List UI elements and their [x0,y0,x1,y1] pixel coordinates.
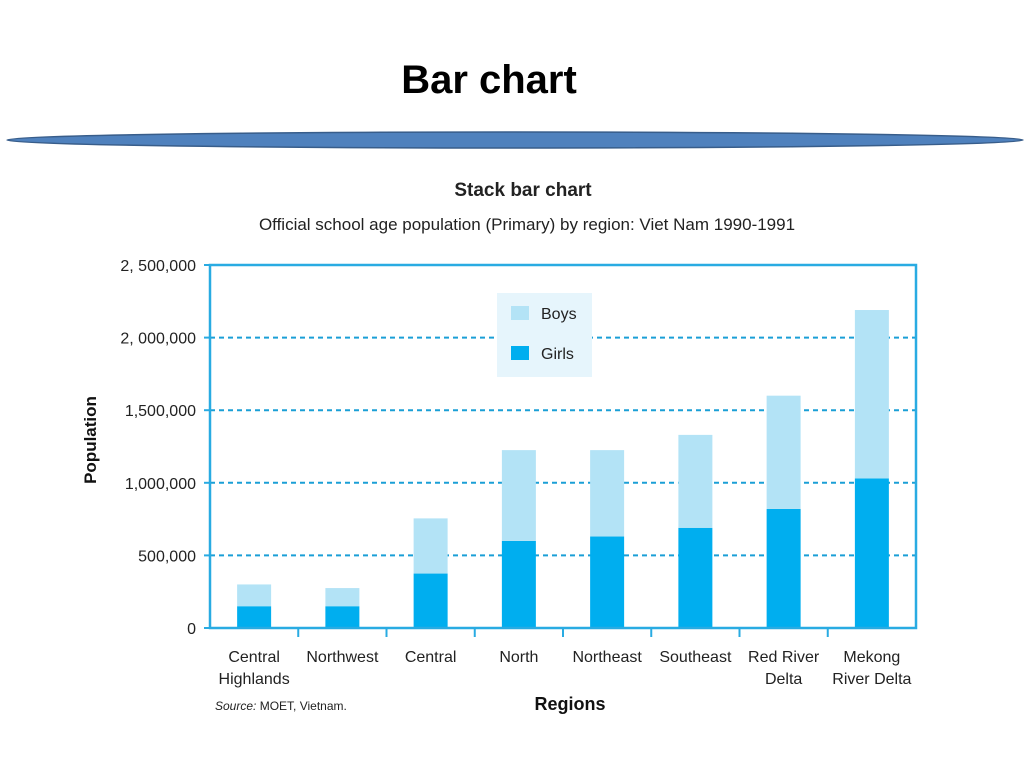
y-tick-label: 500,000 [138,548,196,565]
y-tick-label: 0 [187,621,196,638]
chart-svg: Stack bar chart Official school age popu… [81,180,918,714]
bar-girls-6 [766,508,801,628]
legend-swatch-boys [511,306,529,320]
x-tick-label: Southeast [659,649,732,666]
bar-boys-5 [678,434,713,528]
x-tick-label: Mekong [843,649,900,666]
bar-girls-4 [590,536,625,628]
legend-swatch-girls [511,346,529,360]
bar-girls-0 [237,606,272,628]
bar-boys-4 [590,450,625,537]
x-tick-label: Delta [765,671,802,688]
x-tick-label: River Delta [832,671,911,688]
axes [204,263,918,637]
x-tick-labels: Central Highlands Northwest Central North Nor… [219,649,912,688]
x-tick-label: Red River [748,649,820,666]
bar-boys-7 [854,310,889,479]
source-note: Source: MOET, Vietnam. [215,699,347,713]
bar-boys-6 [766,395,801,509]
bar-girls-1 [325,606,360,628]
source-text: MOET, Vietnam. [260,699,347,713]
bar-boys-2 [413,518,448,574]
x-tick-label: Northeast [572,649,642,666]
legend-label-girls: Girls [541,346,574,363]
y-tick-labels: 0 500,000 1,000,000 1,500,000 2, 000,000 2, 5… [120,258,196,638]
slide-title: Bar chart [401,58,577,102]
y-axis-label: Population [81,396,100,484]
y-tick-label: 1,500,000 [125,403,196,420]
y-tick-label: 1,000,000 [125,476,196,493]
y-tick-label: 2, 000,000 [120,331,196,348]
bar-girls-5 [678,527,713,628]
bar-boys-3 [501,450,536,541]
legend: Boys Girls [497,293,592,377]
legend-label-boys: Boys [541,306,577,323]
bar-boys-1 [325,588,360,607]
source-label: Source: [215,699,256,713]
bar-girls-3 [501,540,536,628]
x-tick-label: North [499,649,538,666]
stacked-bar-chart: Stack bar chart Official school age popu… [0,165,1024,725]
bar-girls-7 [854,478,889,628]
bar-boys-0 [237,584,272,607]
chart-title: Stack bar chart [454,180,592,201]
x-tick-label: Highlands [219,671,290,688]
x-tick-label: Northwest [306,649,379,666]
chart-subtitle: Official school age population (Primary)… [259,215,795,234]
x-axis-label: Regions [534,694,605,714]
x-tick-label: Central [228,649,280,666]
title-divider [6,131,1024,149]
x-tick-label: Central [405,649,457,666]
bar-girls-2 [413,573,448,628]
bars [237,310,889,628]
y-tick-label: 2, 500,000 [120,258,196,275]
